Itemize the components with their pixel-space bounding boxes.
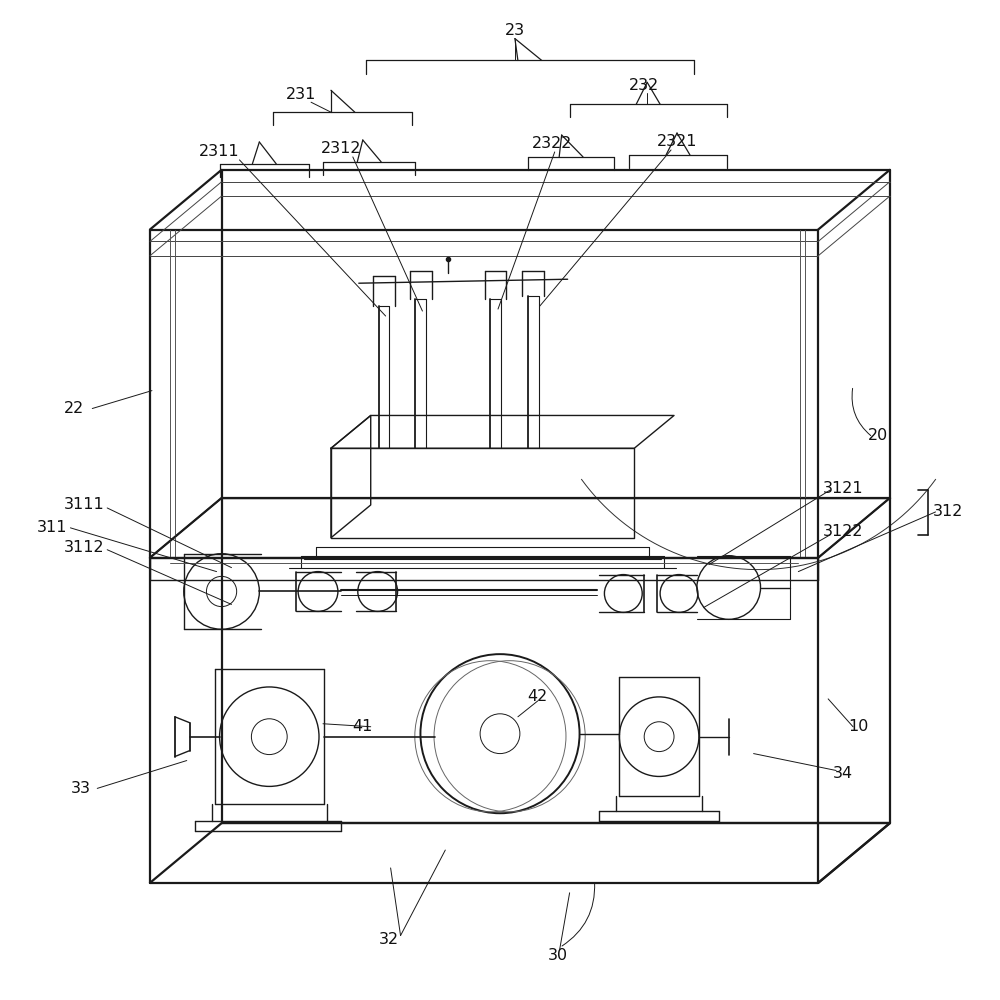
Text: 22: 22 (64, 401, 85, 416)
Text: 231: 231 (286, 87, 316, 102)
Text: 3112: 3112 (64, 540, 105, 555)
Text: 10: 10 (848, 719, 868, 734)
Text: 2311: 2311 (199, 144, 240, 159)
Text: 42: 42 (528, 689, 548, 704)
Text: 2312: 2312 (321, 141, 361, 156)
Text: 33: 33 (70, 781, 90, 796)
Text: 312: 312 (932, 504, 963, 519)
Text: 3111: 3111 (64, 497, 105, 512)
Text: 34: 34 (833, 766, 853, 781)
Text: 311: 311 (37, 520, 68, 535)
Text: 3121: 3121 (823, 481, 863, 496)
Text: 41: 41 (353, 719, 373, 734)
Text: 30: 30 (548, 948, 568, 963)
Text: 232: 232 (629, 78, 659, 93)
Text: 2322: 2322 (532, 136, 572, 151)
Text: 2321: 2321 (657, 134, 697, 149)
Text: 23: 23 (505, 23, 525, 38)
Text: 20: 20 (868, 428, 888, 443)
Text: 32: 32 (379, 932, 399, 947)
Text: 3122: 3122 (823, 524, 863, 539)
